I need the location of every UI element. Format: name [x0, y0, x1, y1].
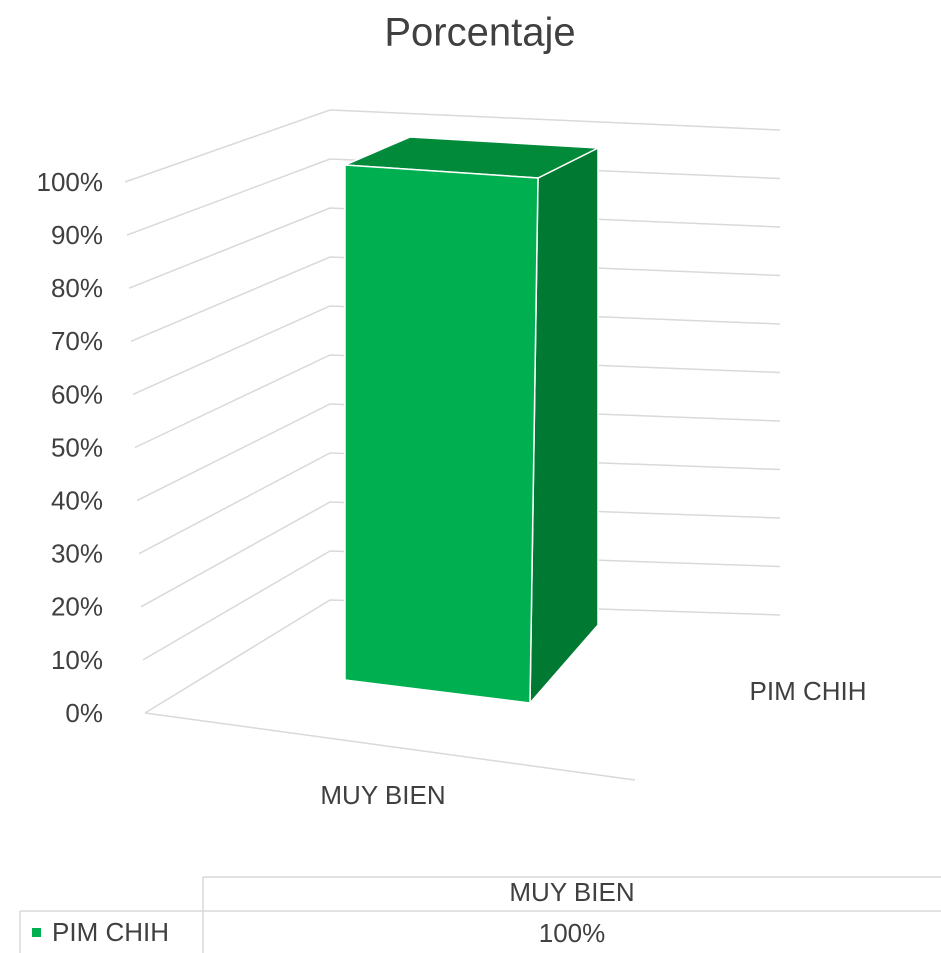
legend-key	[32, 928, 41, 937]
y-tick-label: 100%	[37, 167, 104, 197]
bar	[344, 164, 539, 704]
table-value: 100%	[539, 918, 606, 948]
table-header: MUY BIEN	[509, 877, 634, 907]
depth-axis-label: PIM CHIH	[750, 676, 867, 706]
y-tick-label: 40%	[51, 485, 103, 515]
grid-line	[138, 452, 781, 555]
grid-line	[132, 305, 781, 396]
y-tick-label: 50%	[51, 432, 103, 462]
grid-line	[134, 354, 781, 449]
grid-line	[142, 550, 781, 661]
floor-edge	[144, 712, 636, 781]
grid-line	[140, 501, 781, 608]
chart-title: Porcentaje	[384, 11, 575, 55]
grid-line	[128, 207, 781, 289]
legend-label: PIM CHIH	[52, 917, 169, 947]
y-tick-label: 90%	[51, 220, 103, 250]
y-tick-label: 20%	[51, 592, 103, 622]
y-tick-label: 80%	[51, 273, 103, 303]
grid-line	[124, 109, 781, 183]
bar-side	[529, 146, 599, 706]
grid-line	[144, 599, 781, 714]
y-tick-label: 60%	[51, 379, 103, 409]
y-tick-label: 10%	[51, 645, 103, 675]
grid-line	[136, 403, 781, 502]
grid-line	[126, 158, 781, 236]
y-tick-label: 0%	[65, 698, 103, 728]
x-tick-label: MUY BIEN	[320, 780, 445, 810]
grid-line	[130, 256, 781, 342]
y-tick-label: 70%	[51, 326, 103, 356]
y-tick-label: 30%	[51, 539, 103, 569]
